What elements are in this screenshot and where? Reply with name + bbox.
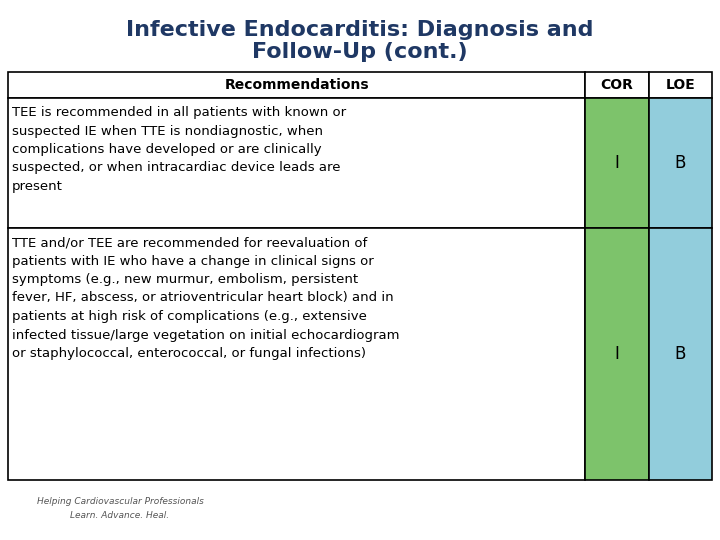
- Text: Infective Endocarditis: Diagnosis and: Infective Endocarditis: Diagnosis and: [126, 20, 594, 40]
- Text: infected tissue/large vegetation on initial echocardiogram: infected tissue/large vegetation on init…: [12, 328, 400, 341]
- Text: LOE: LOE: [665, 78, 696, 92]
- Bar: [585, 228, 649, 480]
- Text: Helping Cardiovascular Professionals: Helping Cardiovascular Professionals: [37, 497, 204, 507]
- Text: patients with IE who have a change in clinical signs or: patients with IE who have a change in cl…: [12, 254, 374, 267]
- Text: TEE is recommended in all patients with known or: TEE is recommended in all patients with …: [12, 106, 346, 119]
- Text: or staphylococcal, enterococcal, or fungal infections): or staphylococcal, enterococcal, or fung…: [12, 347, 366, 360]
- Bar: [585, 72, 649, 98]
- Text: complications have developed or are clinically: complications have developed or are clin…: [12, 143, 322, 156]
- Text: Follow-Up (cont.): Follow-Up (cont.): [252, 42, 468, 62]
- Text: Learn. Advance. Heal.: Learn. Advance. Heal.: [71, 511, 170, 521]
- Bar: [585, 98, 649, 228]
- Bar: [649, 98, 712, 228]
- Bar: [8, 98, 585, 228]
- Text: symptoms (e.g., new murmur, embolism, persistent: symptoms (e.g., new murmur, embolism, pe…: [12, 273, 358, 286]
- Text: patients at high risk of complications (e.g., extensive: patients at high risk of complications (…: [12, 310, 367, 323]
- Text: I: I: [615, 154, 619, 172]
- Bar: [8, 228, 585, 480]
- Bar: [649, 228, 712, 480]
- Text: TTE and/or TEE are recommended for reevaluation of: TTE and/or TEE are recommended for reeva…: [12, 236, 367, 249]
- Bar: [8, 72, 585, 98]
- Text: fever, HF, abscess, or atrioventricular heart block) and in: fever, HF, abscess, or atrioventricular …: [12, 292, 394, 305]
- Text: COR: COR: [600, 78, 634, 92]
- Text: B: B: [675, 154, 686, 172]
- Text: present: present: [12, 180, 63, 193]
- Text: I: I: [615, 345, 619, 363]
- Bar: [649, 72, 712, 98]
- Text: suspected IE when TTE is nondiagnostic, when: suspected IE when TTE is nondiagnostic, …: [12, 125, 323, 138]
- Text: suspected, or when intracardiac device leads are: suspected, or when intracardiac device l…: [12, 161, 341, 174]
- Text: Recommendations: Recommendations: [225, 78, 369, 92]
- Text: B: B: [675, 345, 686, 363]
